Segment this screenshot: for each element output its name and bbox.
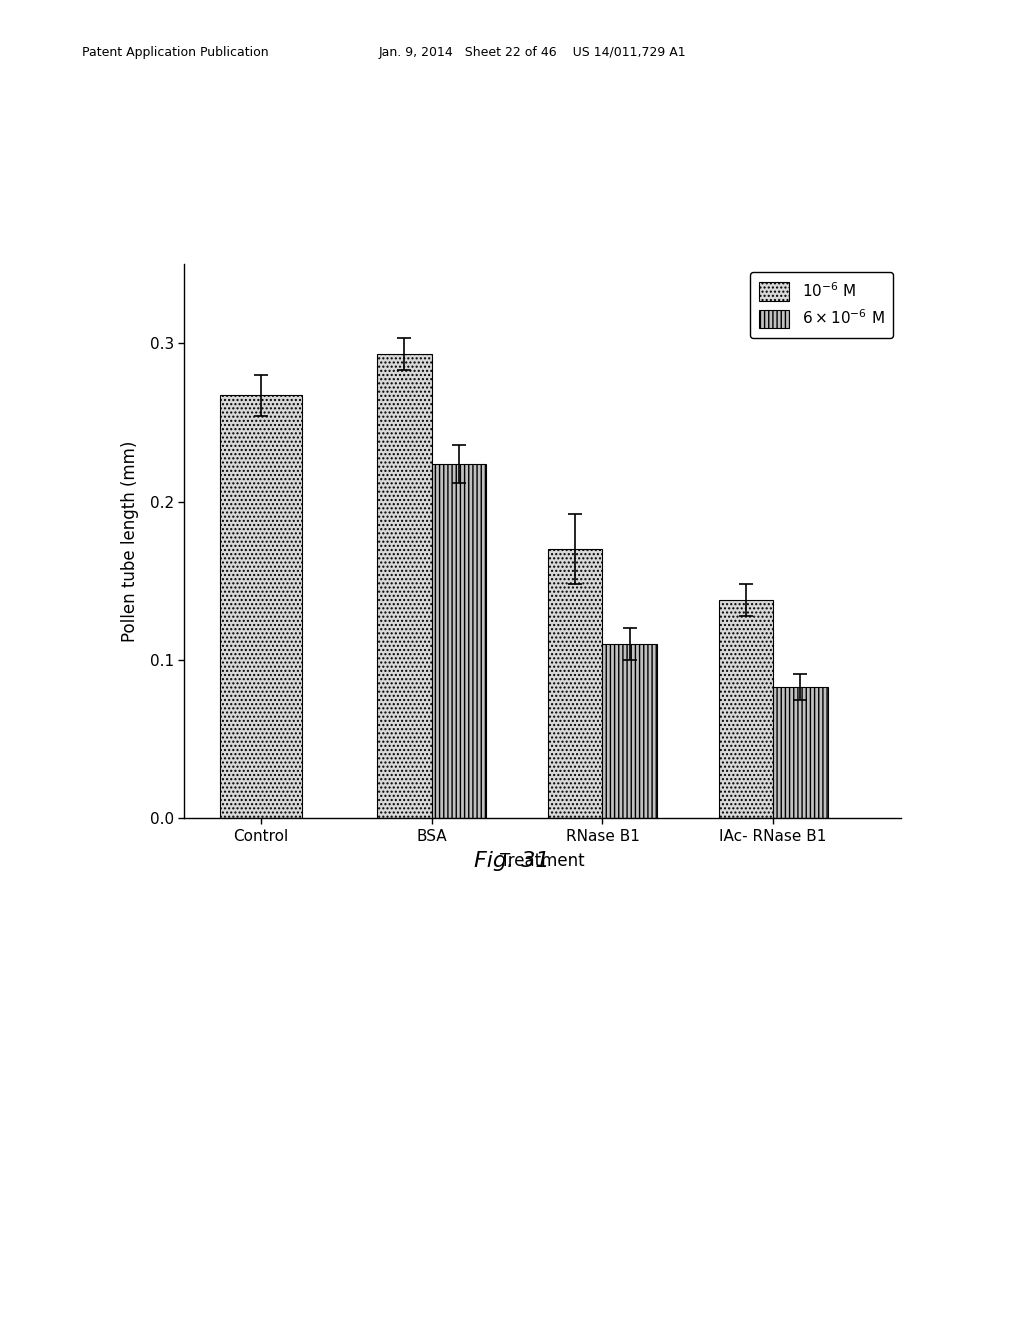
Text: Patent Application Publication: Patent Application Publication — [82, 46, 268, 59]
Bar — [719, 599, 773, 818]
Bar — [432, 463, 486, 818]
Bar — [220, 396, 302, 818]
Legend: $10^{-6}$ M, $6\times10^{-6}$ M: $10^{-6}$ M, $6\times10^{-6}$ M — [750, 272, 894, 338]
Text: Fig. 31: Fig. 31 — [474, 851, 550, 871]
Bar — [377, 354, 432, 818]
Bar — [548, 549, 602, 818]
Y-axis label: Pollen tube length (mm): Pollen tube length (mm) — [121, 441, 138, 642]
Bar — [602, 644, 657, 818]
Bar — [773, 686, 827, 818]
X-axis label: Treatment: Treatment — [501, 853, 585, 870]
Text: Jan. 9, 2014   Sheet 22 of 46    US 14/011,729 A1: Jan. 9, 2014 Sheet 22 of 46 US 14/011,72… — [379, 46, 686, 59]
